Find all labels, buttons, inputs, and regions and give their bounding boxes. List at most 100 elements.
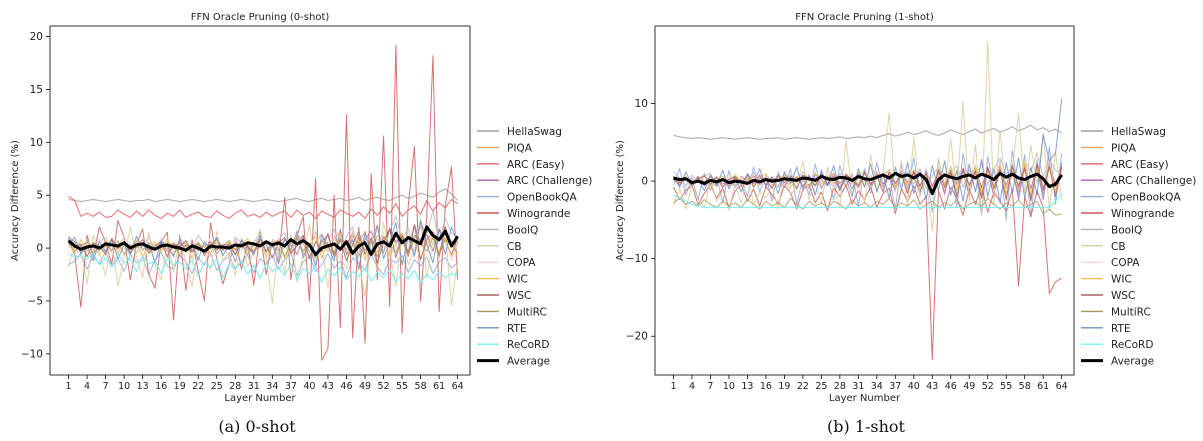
legend-label: Winogrande <box>1111 208 1174 220</box>
x-tick-label: 7 <box>103 381 109 392</box>
legend-item: HellaSwag <box>477 126 562 138</box>
series-line-hellaswag <box>68 188 459 203</box>
legend-label: ReCoRD <box>507 339 549 351</box>
x-tick-label: 19 <box>778 381 790 392</box>
x-tick-label: 37 <box>889 381 901 392</box>
legend-label: PIQA <box>1111 142 1137 154</box>
legend: HellaSwag PIQA ARC (Easy) ARC (Challenge) Op… <box>477 126 592 368</box>
x-tick-label: 25 <box>211 381 223 392</box>
chart-title: FFN Oracle Pruning (0-shot) <box>191 12 330 23</box>
y-axis-label: Accuracy Difference (%) <box>10 140 21 261</box>
legend-label: ARC (Easy) <box>507 159 565 171</box>
legend-label: WIC <box>1111 274 1132 286</box>
x-tick-label: 64 <box>452 381 464 392</box>
legend-label: HellaSwag <box>507 126 562 138</box>
legend-item: BoolQ <box>477 224 538 236</box>
chart-title: FFN Oracle Pruning (1-shot) <box>795 12 934 23</box>
legend-label: Winogrande <box>507 208 570 220</box>
subfigure-caption: (a) 0-shot <box>218 417 296 436</box>
subfigure-caption: (b) 1-shot <box>827 417 906 436</box>
legend-label: COPA <box>1111 257 1140 269</box>
x-tick-label: 31 <box>248 381 260 392</box>
legend-label: RTE <box>1111 323 1131 335</box>
legend-item: HellaSwag <box>1081 126 1166 138</box>
legend-label: MultiRC <box>507 306 547 318</box>
legend-item: WSC <box>1081 290 1135 302</box>
x-tick-label: 40 <box>908 381 920 392</box>
x-tick-label: 40 <box>303 381 315 392</box>
y-tick-label: 0 <box>641 176 648 188</box>
x-tick-label: 34 <box>266 381 278 392</box>
y-axis-label: Accuracy Difference (%) <box>615 140 626 261</box>
legend-label: ARC (Challenge) <box>1111 175 1196 187</box>
series-line-record <box>68 252 458 284</box>
series-line-openbookqa <box>68 250 458 279</box>
legend-label: ARC (Challenge) <box>507 175 592 187</box>
legend-label: WSC <box>507 290 531 302</box>
x-tick-label: 34 <box>871 381 883 392</box>
x-tick-label: 43 <box>322 381 334 392</box>
legend-item: OpenBookQA <box>477 192 577 204</box>
legend-item: PIQA <box>477 142 533 154</box>
x-tick-label: 55 <box>1000 381 1012 392</box>
plot-area <box>673 41 1063 360</box>
axes-frame <box>49 25 471 376</box>
x-tick-label: 10 <box>723 381 735 392</box>
y-tick-label: −20 <box>626 331 648 343</box>
legend-item: BoolQ <box>1081 224 1142 236</box>
y-tick-label: 10 <box>635 98 648 110</box>
legend-label: MultiRC <box>1111 306 1151 318</box>
legend-label: BoolQ <box>1111 224 1142 236</box>
legend-label: ARC (Easy) <box>1111 159 1169 171</box>
x-axis-label: Layer Number <box>829 393 901 404</box>
legend-item: CB <box>477 241 522 253</box>
x-tick-label: 22 <box>797 381 809 392</box>
x-axis-label: Layer Number <box>224 393 296 404</box>
x-tick-label: 19 <box>174 381 186 392</box>
legend-item: MultiRC <box>477 306 547 318</box>
x-tick-label: 10 <box>118 381 130 392</box>
x-tick-label: 1 <box>670 381 676 392</box>
legend-item: ARC (Easy) <box>477 159 565 171</box>
x-tick-label: 1 <box>66 381 72 392</box>
legend-label: Average <box>1111 356 1154 368</box>
x-tick-label: 61 <box>433 381 445 392</box>
x-tick-label: 61 <box>1037 381 1049 392</box>
x-tick-label: 25 <box>815 381 827 392</box>
x-tick-label: 22 <box>192 381 204 392</box>
legend-item: ARC (Easy) <box>1081 159 1169 171</box>
legend-item: MultiRC <box>1081 306 1151 318</box>
x-tick-label: 43 <box>926 381 938 392</box>
legend-label: CB <box>507 241 522 253</box>
y-tick-label: −10 <box>626 253 648 265</box>
x-tick-label: 52 <box>377 381 389 392</box>
series-line-record <box>673 193 1063 209</box>
legend-item: WSC <box>477 290 531 302</box>
legend-item: COPA <box>477 257 536 269</box>
x-tick-label: 7 <box>707 381 713 392</box>
axes-frame <box>654 25 1075 376</box>
series-line-multirc <box>673 197 1062 216</box>
legend-item: WIC <box>477 274 528 286</box>
legend-item: Average <box>477 356 550 368</box>
legend-label: CB <box>1111 241 1126 253</box>
legend-item: OpenBookQA <box>1081 192 1181 204</box>
x-tick-label: 16 <box>155 381 167 392</box>
y-tick-label: 20 <box>30 31 43 43</box>
x-tick-label: 46 <box>945 381 957 392</box>
y-tick-label: −5 <box>28 295 43 307</box>
y-tick-label: 0 <box>36 243 43 255</box>
x-tick-label: 16 <box>760 381 772 392</box>
series-line-rte <box>673 98 1063 204</box>
x-tick-label: 58 <box>415 381 427 392</box>
legend-label: WIC <box>507 274 528 286</box>
legend: HellaSwag PIQA ARC (Easy) ARC (Challenge) Op… <box>1081 126 1196 368</box>
x-tick-label: 64 <box>1056 381 1068 392</box>
legend-item: CB <box>1081 241 1126 253</box>
x-tick-label: 4 <box>84 381 90 392</box>
x-tick-label: 55 <box>396 381 408 392</box>
legend-item: ARC (Challenge) <box>1081 175 1196 187</box>
y-tick-label: 15 <box>30 84 43 96</box>
x-tick-label: 46 <box>340 381 352 392</box>
